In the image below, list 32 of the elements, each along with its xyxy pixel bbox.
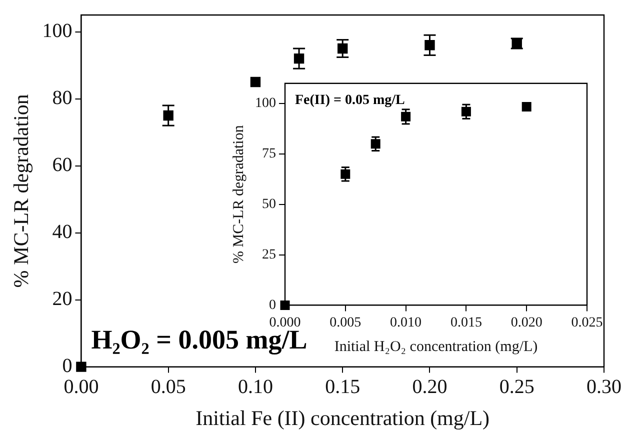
point — [522, 102, 532, 112]
x-tick-label: 0.05 — [150, 376, 186, 398]
y-tick-label: 20 — [52, 288, 72, 310]
x-axis-title: Initial H₂O₂ concentration (mg/L) — [334, 338, 538, 355]
point — [76, 362, 86, 372]
y-tick-label: 50 — [262, 197, 276, 212]
x-tick-label: 0.15 — [325, 376, 360, 398]
x-tick-label: 0.020 — [510, 315, 542, 330]
y-axis-title: % MC-LR degradation — [230, 124, 247, 264]
y-axis-title: % MC-LR degradation — [9, 94, 34, 288]
y-tick-label: 80 — [52, 87, 72, 110]
x-axis-title: Initial Fe (II) concentration (mg/L) — [196, 406, 490, 430]
y-tick-label: 0 — [62, 355, 72, 378]
y-tick-label: 75 — [262, 146, 276, 162]
x-tick-label: 0.10 — [238, 376, 273, 398]
x-tick-label: 0.025 — [571, 315, 603, 330]
y-tick-label: 25 — [262, 247, 276, 262]
x-tick-label: 0.005 — [330, 315, 362, 330]
y-tick-label: 40 — [52, 221, 72, 244]
point — [250, 76, 261, 88]
x-tick-label: 0.015 — [450, 315, 482, 330]
y-tick-label: 100 — [255, 96, 276, 112]
annotation: Fe(II) = 0.05 mg/L — [295, 93, 405, 108]
y-tick-label: 0 — [269, 298, 276, 313]
y-tick-label: 60 — [52, 154, 72, 176]
x-tick-label: 0.25 — [499, 376, 534, 398]
x-tick-label: 0.00 — [64, 376, 99, 398]
y-tick-label: 100 — [42, 20, 72, 42]
x-tick-label: 0.010 — [390, 315, 422, 330]
point — [424, 40, 435, 50]
x-tick-label: 0.30 — [586, 376, 622, 398]
x-tick-label: 0.20 — [412, 376, 448, 398]
